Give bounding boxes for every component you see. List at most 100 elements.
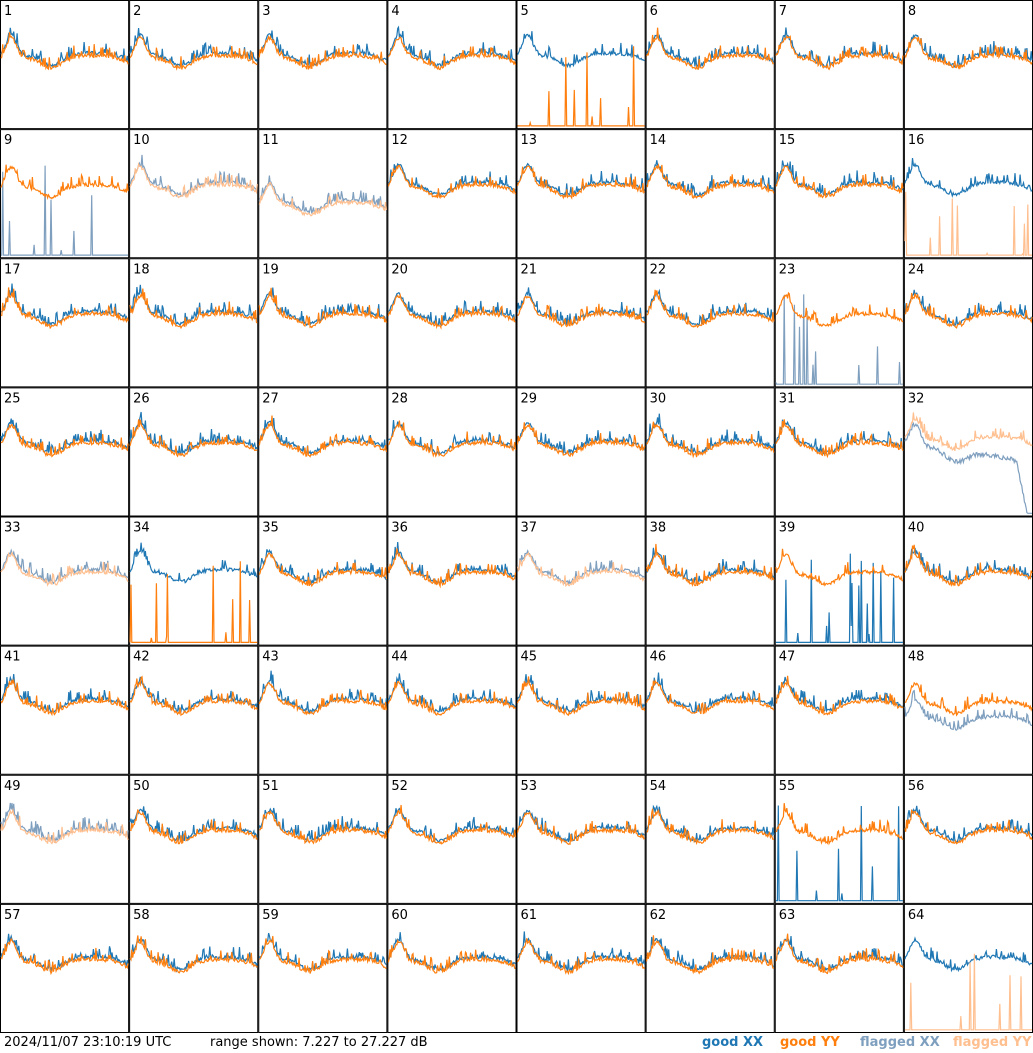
series-yy-panel-57 — [0, 937, 129, 976]
panel-label-40: 40 — [908, 521, 925, 536]
panel-label-46: 46 — [650, 650, 667, 665]
series-yy-panel-47 — [775, 675, 904, 716]
panel-label-33: 33 — [4, 521, 21, 536]
panel-label-56: 56 — [908, 779, 925, 794]
series-yy-panel-54 — [646, 808, 774, 846]
panel-frame-39 — [774, 516, 904, 646]
panel-frame-61 — [516, 903, 646, 1033]
panel-frame-38 — [645, 516, 775, 646]
series-yy-panel-14 — [646, 162, 775, 200]
panel-frame-45 — [516, 645, 646, 775]
series-yy-panel-38 — [646, 543, 775, 588]
panel-frame-52 — [387, 774, 517, 904]
series-yy-panel-22 — [646, 289, 775, 329]
panel-label-2: 2 — [133, 4, 141, 19]
series-xx-panel-46 — [646, 672, 775, 714]
panel-frame-26 — [129, 387, 259, 517]
series-yy-panel-27 — [258, 415, 387, 458]
series-yy-panel-59 — [259, 935, 387, 974]
series-yy-panel-15 — [775, 165, 904, 199]
series-yy-panel-29 — [516, 422, 646, 458]
series-yy-panel-36 — [387, 548, 517, 589]
panel-label-6: 6 — [650, 4, 658, 19]
panel-frame-10 — [129, 129, 259, 259]
panel-frame-29 — [516, 387, 646, 517]
series-xx-panel-55 — [775, 805, 903, 902]
series-yy-panel-48 — [904, 681, 1033, 717]
panel-frame-32 — [903, 387, 1033, 517]
series-yy-panel-32 — [904, 412, 1033, 452]
series-yy-panel-5 — [517, 46, 645, 127]
panel-frame-23 — [774, 258, 904, 388]
series-yy-panel-3 — [258, 34, 387, 70]
series-yy-panel-62 — [646, 935, 775, 975]
panel-frame-20 — [387, 258, 517, 388]
panel-frame-42 — [129, 645, 259, 775]
series-xx-panel-40 — [904, 547, 1032, 585]
series-yy-panel-49 — [0, 807, 129, 845]
panel-frame-64 — [903, 903, 1033, 1033]
series-yy-panel-11 — [258, 181, 387, 217]
panel-frame-3 — [258, 0, 388, 130]
panel-label-59: 59 — [262, 908, 279, 923]
panel-label-17: 17 — [4, 262, 21, 277]
series-yy-panel-64 — [904, 953, 1032, 1031]
panel-frame-12 — [387, 129, 517, 259]
series-yy-panel-56 — [904, 809, 1033, 845]
series-xx-panel-48 — [904, 689, 1033, 731]
series-xx-panel-21 — [516, 287, 646, 326]
series-yy-panel-25 — [0, 423, 129, 458]
panel-label-20: 20 — [391, 262, 408, 277]
panel-frame-9 — [0, 129, 130, 259]
series-xx-panel-60 — [388, 932, 516, 972]
panel-frame-36 — [387, 516, 517, 646]
series-xx-panel-64 — [904, 936, 1033, 973]
panel-label-51: 51 — [262, 779, 279, 794]
panel-label-57: 57 — [4, 908, 21, 923]
series-yy-panel-9 — [0, 164, 129, 201]
panel-label-37: 37 — [521, 521, 538, 536]
panel-frame-34 — [129, 516, 259, 646]
series-yy-panel-30 — [646, 421, 775, 459]
panel-label-12: 12 — [391, 133, 408, 148]
series-xx-panel-19 — [258, 287, 387, 327]
series-yy-panel-23 — [775, 291, 904, 328]
panel-frame-25 — [0, 387, 130, 517]
legend-flagged-yy: flagged YY — [953, 1035, 1032, 1050]
series-yy-panel-19 — [258, 287, 387, 329]
panel-label-15: 15 — [779, 133, 796, 148]
panel-frame-15 — [774, 129, 904, 259]
series-xx-panel-27 — [259, 417, 387, 457]
panel-label-60: 60 — [391, 908, 408, 923]
panel-frame-44 — [387, 645, 517, 775]
panel-label-9: 9 — [4, 133, 12, 148]
panel-frame-51 — [258, 774, 388, 904]
series-xx-panel-16 — [904, 158, 1033, 198]
panel-frame-63 — [774, 903, 904, 1033]
panel-frame-47 — [774, 645, 904, 775]
series-xx-panel-29 — [516, 422, 646, 455]
panel-frame-13 — [516, 129, 646, 259]
panel-label-38: 38 — [650, 521, 667, 536]
panel-label-18: 18 — [133, 262, 150, 277]
series-yy-panel-35 — [258, 552, 387, 588]
panel-frame-56 — [903, 774, 1033, 904]
panel-label-61: 61 — [521, 908, 538, 923]
series-yy-panel-34 — [129, 561, 258, 643]
series-yy-panel-26 — [129, 419, 258, 458]
panel-label-58: 58 — [133, 908, 150, 923]
panel-label-8: 8 — [908, 4, 916, 19]
panel-label-47: 47 — [779, 650, 796, 665]
panel-label-21: 21 — [521, 262, 538, 277]
panel-label-62: 62 — [650, 908, 667, 923]
panel-frame-4 — [387, 0, 517, 130]
panel-label-49: 49 — [4, 779, 21, 794]
panel-label-63: 63 — [779, 908, 796, 923]
legend-good-xx: good XX — [702, 1035, 764, 1050]
panel-label-19: 19 — [262, 262, 279, 277]
series-xx-panel-6 — [646, 33, 775, 69]
series-xx-panel-50 — [129, 806, 258, 842]
series-xx-panel-23 — [775, 294, 903, 385]
series-yy-panel-28 — [387, 420, 517, 458]
panel-frame-21 — [516, 258, 646, 388]
